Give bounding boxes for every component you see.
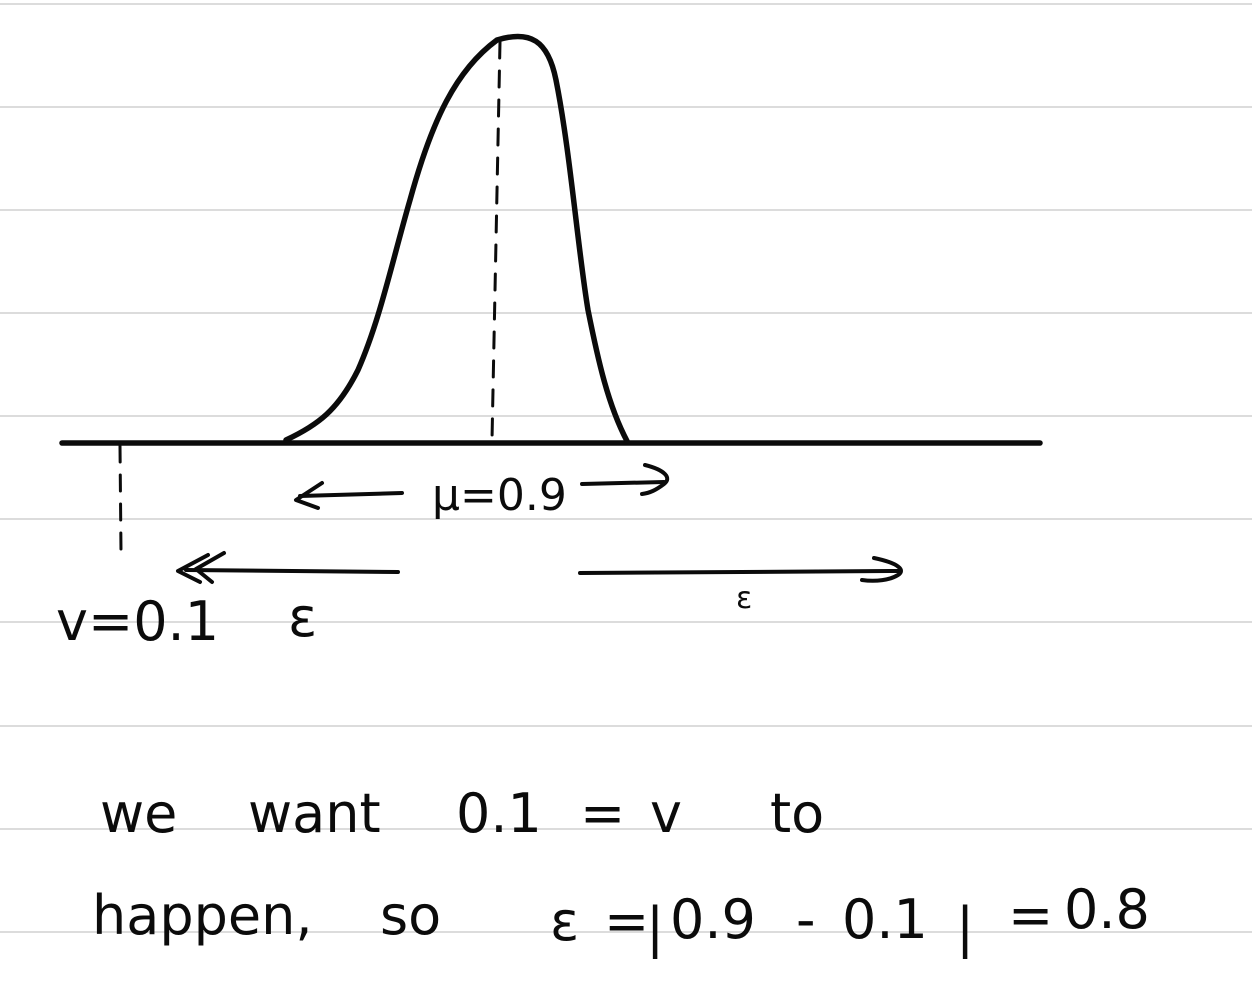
note-word: 0.1 bbox=[456, 782, 542, 845]
epsilon-right-label: ε bbox=[736, 581, 752, 616]
note-word: v bbox=[650, 782, 682, 845]
note-word: = bbox=[1008, 884, 1053, 947]
note-word: - bbox=[796, 888, 816, 951]
nu-dashed-tick bbox=[118, 444, 123, 554]
nu-label: v=0.1 bbox=[56, 590, 219, 653]
note-word: = bbox=[604, 890, 649, 953]
arrow-right-epsilon bbox=[578, 556, 903, 583]
note-line-2: happen, so ε = | 0.9 - 0.1 | = 0.8 bbox=[92, 878, 1150, 959]
bell-curve bbox=[283, 33, 630, 444]
note-word: happen, bbox=[92, 884, 312, 947]
note-word: | bbox=[956, 896, 974, 959]
mean-dashed-line bbox=[490, 40, 502, 442]
note-word: to bbox=[770, 782, 824, 845]
note-word: 0.8 bbox=[1064, 878, 1150, 941]
note-word: | bbox=[646, 896, 664, 959]
note-word: want bbox=[248, 782, 381, 845]
note-word: = bbox=[580, 782, 625, 845]
arrow-right-mu bbox=[580, 463, 670, 496]
note-word: so bbox=[380, 884, 441, 947]
mu-label: μ=0.9 bbox=[432, 470, 567, 521]
epsilon-left-label: ε bbox=[288, 586, 317, 649]
note-word: ε bbox=[550, 890, 579, 953]
note-word: we bbox=[100, 782, 177, 845]
note-word: 0.9 bbox=[670, 888, 756, 951]
note-word: 0.1 bbox=[842, 888, 928, 951]
ruled-lines bbox=[0, 3, 1252, 933]
note-line-1: we want 0.1 = v to bbox=[100, 782, 824, 845]
arrow-left-epsilon bbox=[176, 551, 400, 584]
arrow-left-mu bbox=[294, 481, 404, 510]
